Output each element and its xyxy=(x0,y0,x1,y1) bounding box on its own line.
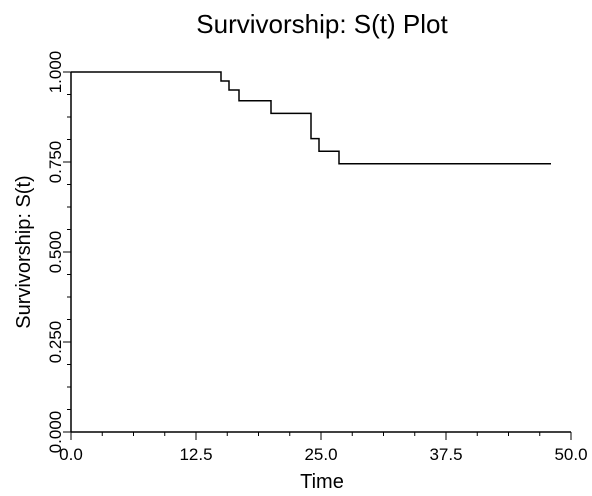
x-tick-label: 0.0 xyxy=(59,445,83,464)
y-tick-label: 0.000 xyxy=(46,411,65,454)
chart-title: Survivorship: S(t) Plot xyxy=(196,9,448,39)
survival-curve xyxy=(71,71,551,165)
y-tick-label: 0.750 xyxy=(46,141,65,184)
y-tick-label: 0.250 xyxy=(46,321,65,364)
x-axis-label: Time xyxy=(300,471,344,491)
x-tick-label: 50.0 xyxy=(554,445,587,464)
y-axis-label: Survivorship: S(t) xyxy=(13,175,35,328)
y-tick-label: 0.500 xyxy=(46,231,65,274)
x-tick-label: 12.5 xyxy=(179,445,212,464)
x-tick-label: 25.0 xyxy=(304,445,337,464)
plot-area: 0.0 12.5 25.0 37.5 50.0 0.000 0.250 0.500 0.750 1… xyxy=(46,51,588,464)
x-tick-label: 37.5 xyxy=(429,445,462,464)
y-tick-label: 1.000 xyxy=(46,51,65,94)
